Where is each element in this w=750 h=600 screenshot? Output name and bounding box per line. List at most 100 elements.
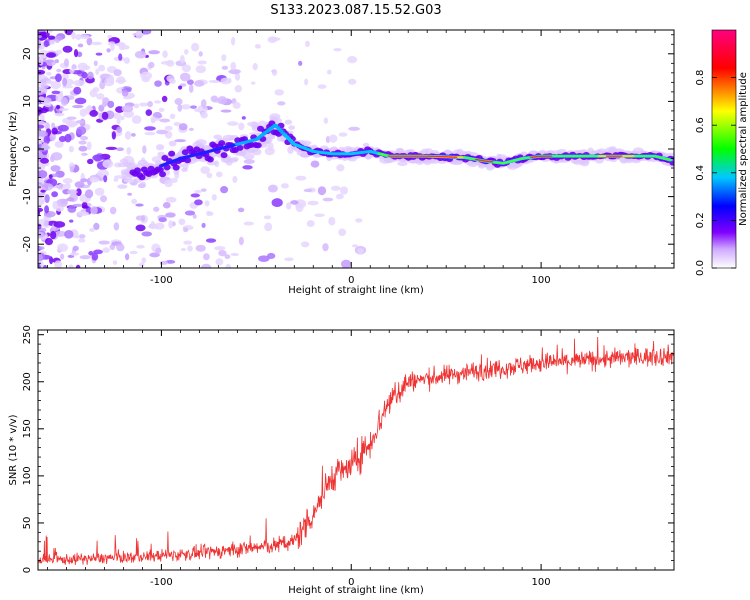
- ridge-halo: [266, 137, 273, 143]
- noise-blob: [264, 147, 275, 156]
- noise-blob: [225, 263, 232, 268]
- ridge-halo: [176, 151, 184, 159]
- noise-blob: [38, 169, 48, 179]
- noise-blob: [333, 47, 342, 52]
- colorbar-ticks: 0.0 0.2 0.4 0.6 0.8: [695, 70, 736, 276]
- noise-blob: [55, 73, 62, 83]
- chart-title: S133.2023.087.15.52.G03: [270, 3, 441, 18]
- noise-blob: [38, 184, 43, 189]
- noise-blob: [243, 159, 255, 164]
- noise-blob: [141, 231, 153, 237]
- ridge-core: [163, 164, 171, 171]
- noise-blob: [86, 37, 93, 46]
- noise-blob: [38, 223, 42, 230]
- noise-blob: [250, 81, 256, 85]
- noise-blob: [69, 165, 74, 173]
- noise-blob: [38, 39, 41, 49]
- snr-ytick-label: 250: [22, 325, 33, 344]
- ridge-core: [168, 150, 176, 157]
- noise-blob: [238, 236, 244, 246]
- noise-blob: [66, 116, 77, 120]
- noise-blob: [50, 165, 61, 172]
- noise-blob: [339, 186, 349, 195]
- noise-blob: [277, 101, 286, 106]
- noise-blob: [252, 63, 258, 71]
- noise-blob: [49, 230, 57, 240]
- noise-blob: [72, 245, 79, 252]
- spectrogram-ylabel: Frequency (Hz): [8, 111, 19, 187]
- noise-blob: [76, 126, 87, 136]
- spectrogram-heatmap: [38, 30, 674, 268]
- colorbar-tick-label: 0.2: [695, 212, 706, 228]
- ridge-core: [220, 152, 228, 159]
- noise-blob: [78, 140, 87, 145]
- noise-blob: [208, 79, 221, 84]
- noise-blob: [141, 257, 147, 264]
- ridge-peak: [619, 155, 623, 157]
- noise-blob: [44, 194, 50, 204]
- ridge-core: [172, 164, 180, 171]
- noise-blob: [127, 192, 133, 196]
- noise-blob: [206, 172, 213, 179]
- noise-blob: [155, 247, 162, 254]
- noise-blob: [131, 115, 142, 124]
- noise-blob: [174, 98, 183, 106]
- noise-blob: [165, 212, 176, 218]
- noise-blob: [67, 205, 77, 213]
- noise-blob: [194, 189, 202, 194]
- noise-blob: [58, 135, 67, 143]
- noise-blob: [203, 253, 210, 261]
- ridge-halo: [284, 119, 293, 125]
- noise-blob: [98, 64, 106, 72]
- noise-blob: [156, 129, 168, 135]
- noise-blob: [200, 166, 210, 175]
- noise-blob: [86, 141, 92, 151]
- noise-blob: [243, 221, 254, 226]
- noise-blob: [195, 244, 206, 252]
- noise-blob: [112, 112, 122, 119]
- noise-blob: [214, 246, 226, 251]
- noise-blob: [54, 260, 63, 268]
- noise-blob: [40, 189, 46, 193]
- noise-blob: [116, 126, 123, 133]
- noise-blob: [136, 244, 145, 249]
- noise-blob: [194, 80, 205, 87]
- noise-blob: [65, 78, 74, 86]
- noise-blob: [234, 84, 243, 93]
- noise-blob: [82, 65, 91, 70]
- noise-blob: [135, 224, 146, 232]
- noise-blob: [178, 123, 188, 131]
- noise-blob: [174, 139, 187, 143]
- noise-blob: [179, 83, 187, 87]
- noise-blob: [43, 40, 49, 48]
- colorbar-tick-label: 0.4: [695, 165, 706, 181]
- noise-blob: [77, 211, 90, 216]
- noise-blob: [197, 60, 207, 65]
- noise-blob: [41, 97, 52, 103]
- noise-blob: [107, 41, 116, 46]
- ridge-core: [218, 140, 226, 147]
- snr-ticks: -100 0 100 0 50 100 150 200 250: [22, 325, 675, 588]
- noise-blob: [158, 217, 167, 223]
- noise-blob: [135, 203, 144, 207]
- noise-blob: [234, 73, 241, 81]
- noise-blob: [89, 176, 100, 183]
- noise-blob: [307, 200, 319, 206]
- noise-blob: [80, 135, 89, 141]
- noise-blob: [326, 69, 332, 75]
- noise-blob: [52, 200, 58, 210]
- noise-blob: [237, 207, 245, 213]
- noise-blob: [41, 183, 54, 191]
- noise-blob: [183, 227, 189, 233]
- noise-blob: [51, 122, 56, 129]
- snr-ylabel: SNR (10 * v/v): [8, 414, 19, 485]
- noise-blob: [218, 250, 227, 257]
- noise-blob: [285, 202, 292, 210]
- snr-xtick-label: 0: [348, 577, 354, 588]
- noise-blob: [73, 48, 79, 58]
- spectrogram-xtick-label: 0: [348, 275, 354, 286]
- noise-blob: [69, 68, 75, 74]
- noise-blob: [91, 252, 99, 261]
